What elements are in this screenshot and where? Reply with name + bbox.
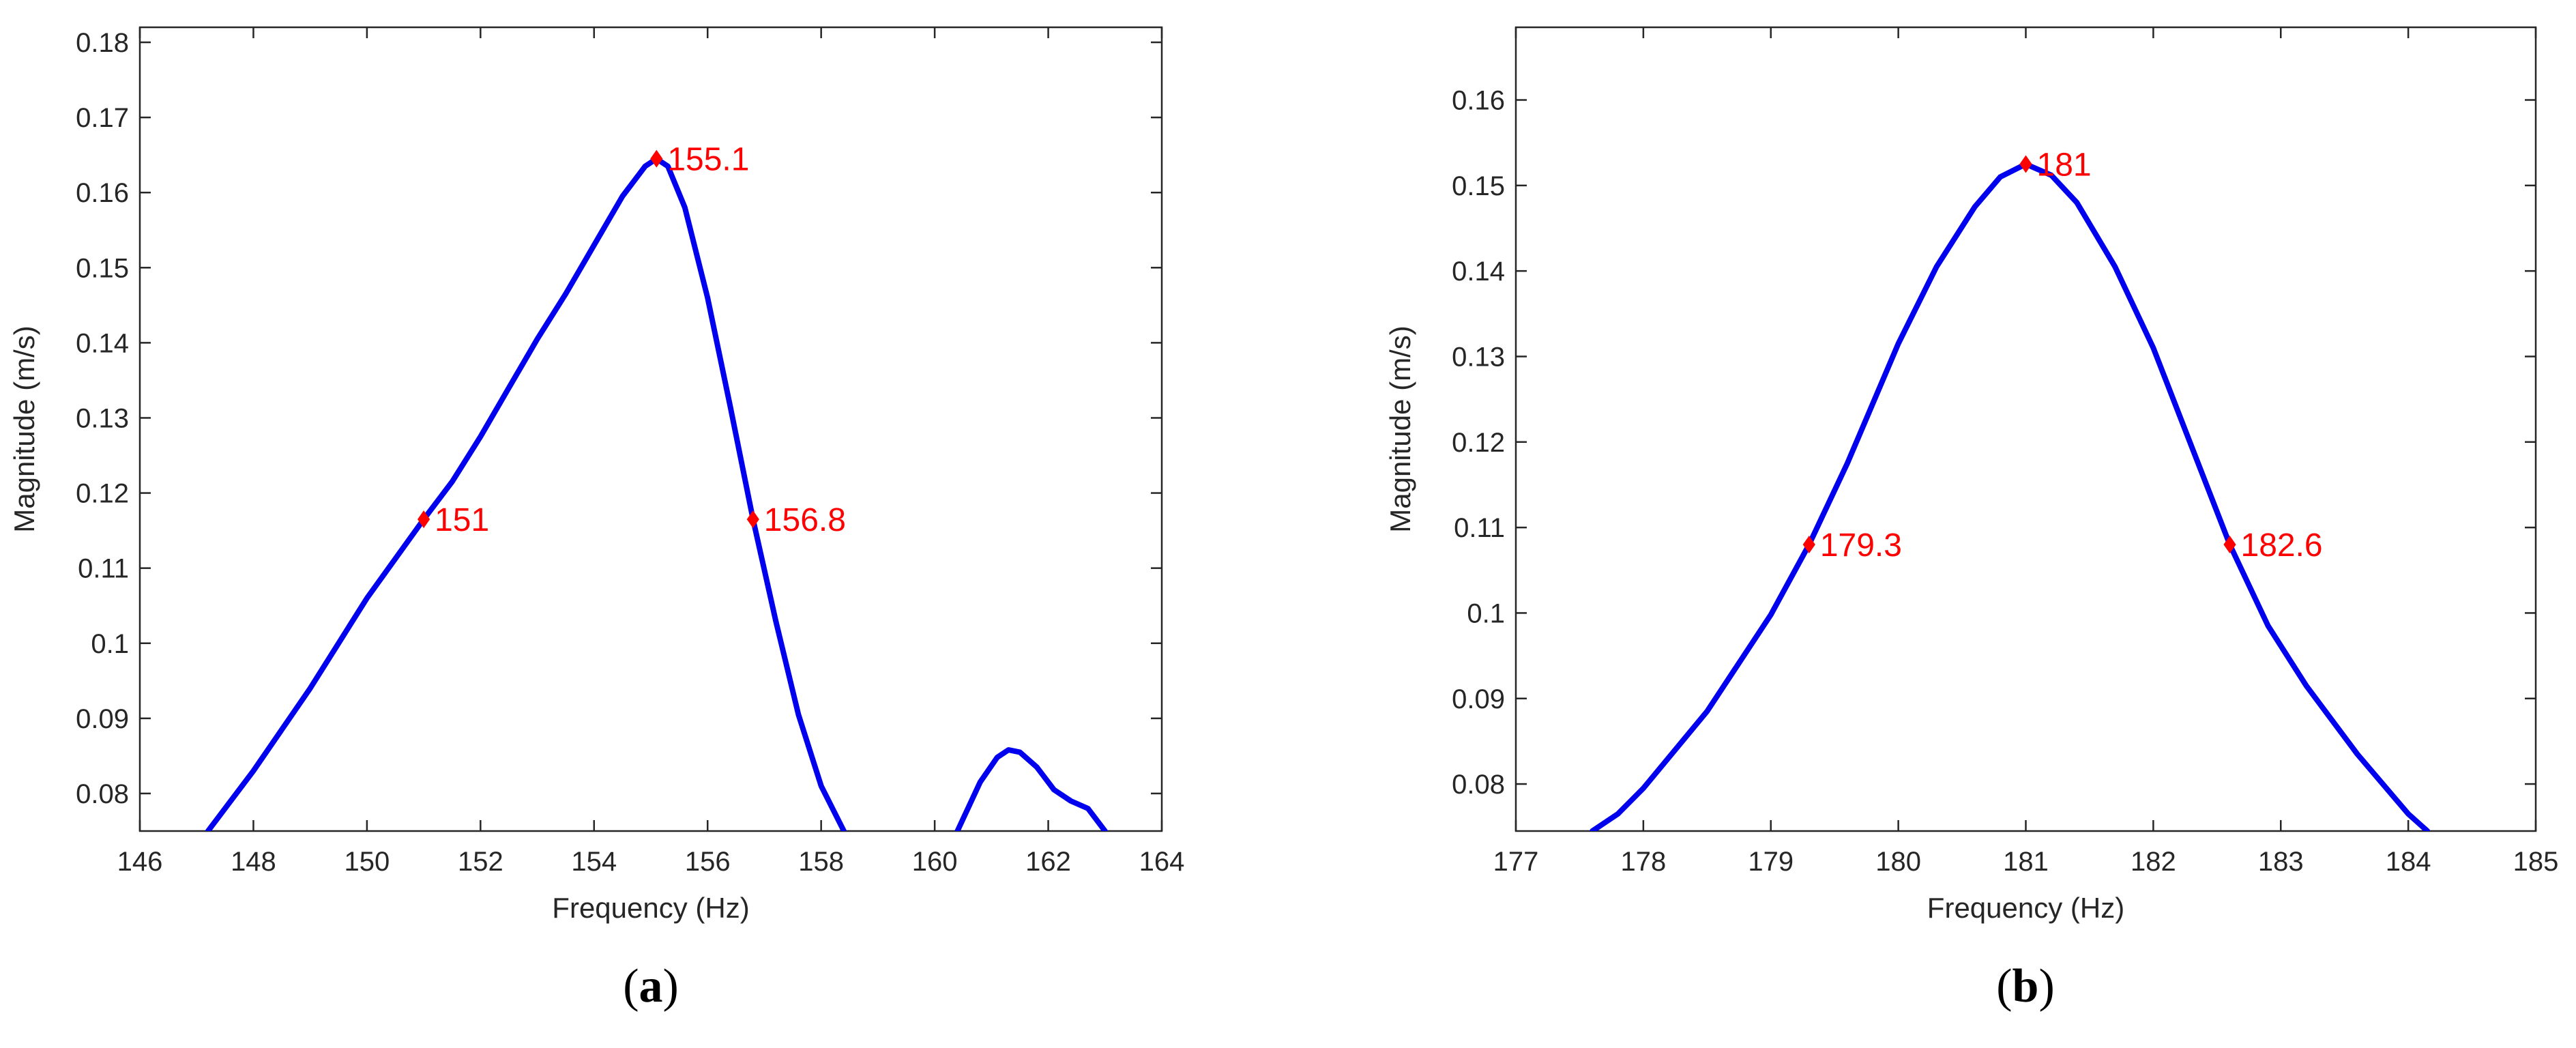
x-tick-label: 160 bbox=[912, 847, 958, 877]
marker-label: 182.6 bbox=[2241, 527, 2323, 564]
x-tick-label: 152 bbox=[458, 847, 503, 877]
x-tick-label: 182 bbox=[2131, 847, 2176, 877]
y-tick-label: 0.15 bbox=[1452, 171, 1505, 201]
peak-marker bbox=[1802, 536, 1815, 554]
x-tick-label: 184 bbox=[2386, 847, 2431, 877]
marker-label: 151 bbox=[435, 502, 489, 538]
x-tick-label: 154 bbox=[571, 847, 617, 877]
x-tick-label: 164 bbox=[1139, 847, 1185, 877]
y-tick-label: 0.17 bbox=[76, 103, 129, 133]
y-tick-label: 0.12 bbox=[1452, 428, 1505, 458]
y-tick-label: 0.15 bbox=[76, 253, 129, 283]
marker-label: 181 bbox=[2037, 147, 2092, 184]
x-tick-label: 150 bbox=[345, 847, 390, 877]
y-tick-label: 0.1 bbox=[91, 629, 129, 659]
series-line bbox=[1590, 161, 2431, 831]
y-tick-label: 0.13 bbox=[76, 403, 129, 433]
peak-marker bbox=[418, 510, 430, 529]
y-tick-label: 0.09 bbox=[76, 704, 129, 734]
y-tick-label: 0.16 bbox=[1452, 86, 1505, 116]
panel-label: (b) bbox=[1996, 960, 2055, 1013]
x-tick-label: 146 bbox=[117, 847, 163, 877]
x-tick-label: 183 bbox=[2258, 847, 2304, 877]
peak-marker bbox=[746, 510, 759, 529]
peak-marker bbox=[650, 149, 663, 168]
y-tick-label: 0.1 bbox=[1467, 598, 1505, 628]
y-tick-label: 0.11 bbox=[1454, 513, 1505, 543]
y-tick-label: 0.08 bbox=[1452, 770, 1505, 800]
marker-label: 155.1 bbox=[667, 142, 749, 178]
marker-label: 179.3 bbox=[1820, 527, 1902, 564]
y-tick-label: 0.13 bbox=[1452, 342, 1505, 372]
x-tick-label: 179 bbox=[1748, 847, 1794, 877]
y-tick-label: 0.18 bbox=[76, 28, 129, 58]
y-tick-label: 0.09 bbox=[1452, 684, 1505, 714]
series-line bbox=[954, 747, 1108, 831]
panel-label: (a) bbox=[623, 960, 679, 1013]
x-tick-label: 178 bbox=[1621, 847, 1667, 877]
marker-label: 156.8 bbox=[764, 502, 846, 538]
x-axis-label: Frequency (Hz) bbox=[552, 892, 749, 924]
x-tick-label: 177 bbox=[1493, 847, 1539, 877]
x-tick-label: 162 bbox=[1025, 847, 1071, 877]
x-tick-label: 148 bbox=[231, 847, 276, 877]
x-tick-label: 180 bbox=[1875, 847, 1921, 877]
x-tick-label: 158 bbox=[798, 847, 844, 877]
y-axis-label: Magnitude (m/s) bbox=[1384, 325, 1416, 532]
y-tick-label: 0.08 bbox=[76, 779, 129, 809]
chart-panel-b: 177 178 179 180 181 182 183 184 185 0.08 0.09 0.1 0.… bbox=[1384, 26, 2559, 1013]
y-axis-label: Magnitude (m/s) bbox=[8, 325, 40, 532]
x-axis-label: Frequency (Hz) bbox=[1927, 892, 2124, 924]
series-line bbox=[205, 156, 847, 831]
x-tick-label: 181 bbox=[2003, 847, 2049, 877]
y-tick-label: 0.12 bbox=[76, 479, 129, 509]
y-tick-label: 0.16 bbox=[76, 178, 129, 208]
x-tick-label: 185 bbox=[2513, 847, 2559, 877]
chart-panel-a: 146 148 150 152 154 156 158 160 162 164 0.08 0.09 0.… bbox=[8, 26, 1185, 1013]
x-tick-label: 156 bbox=[685, 847, 731, 877]
y-tick-label: 0.11 bbox=[78, 554, 129, 584]
axes-box bbox=[138, 26, 1163, 832]
y-tick-label: 0.14 bbox=[76, 328, 129, 358]
peak-marker bbox=[2019, 155, 2032, 173]
y-tick-label: 0.14 bbox=[1452, 257, 1505, 287]
peak-marker bbox=[2223, 536, 2236, 554]
axes-box bbox=[1514, 26, 2537, 832]
